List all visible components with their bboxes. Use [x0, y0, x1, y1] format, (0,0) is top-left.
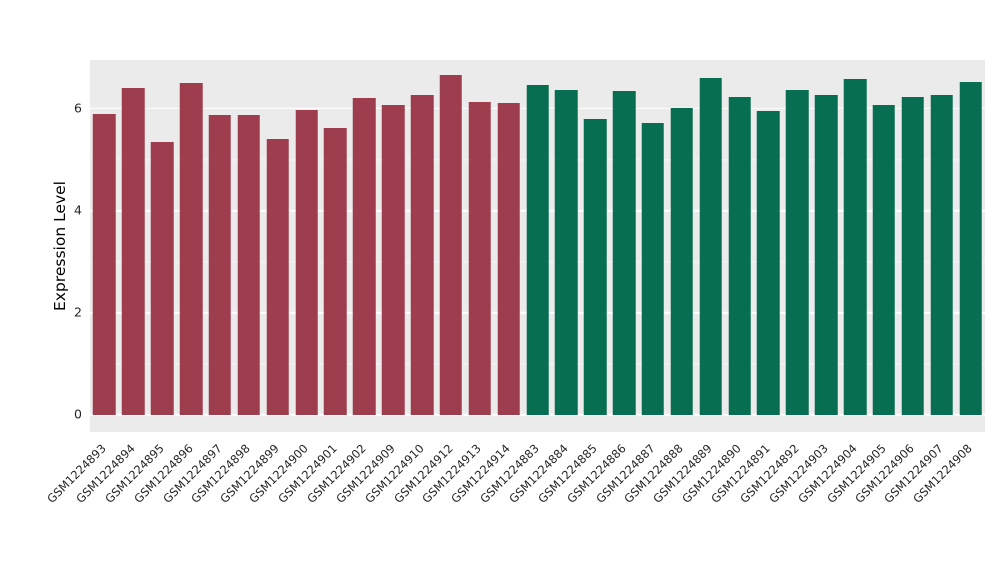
bar-GSM1224898	[237, 114, 261, 415]
y-tick-label-0: 0	[74, 406, 82, 422]
bar-GSM1224897	[208, 114, 232, 415]
bar-GSM1224913	[468, 101, 492, 415]
bar-GSM1224894	[122, 88, 145, 415]
bar-GSM1224900	[295, 109, 318, 415]
y-tick-label-2: 2	[74, 304, 82, 320]
bar-GSM1224884	[555, 89, 578, 415]
bar-GSM1224914	[497, 103, 520, 415]
bar-GSM1224887	[641, 122, 665, 415]
plot-area	[90, 60, 985, 432]
bar-GSM1224902	[353, 98, 376, 415]
bar-GSM1224883	[526, 84, 549, 415]
bar-GSM1224901	[324, 127, 347, 415]
bar-GSM1224904	[843, 79, 867, 415]
gridline-major	[90, 413, 985, 416]
bar-GSM1224890	[728, 96, 751, 415]
bar-GSM1224903	[814, 94, 838, 415]
bar-GSM1224891	[757, 111, 780, 415]
bar-GSM1224910	[410, 94, 434, 415]
bar-GSM1224895	[150, 141, 174, 415]
bar-GSM1224906	[901, 97, 925, 415]
y-tick-label-4: 4	[74, 202, 82, 218]
bar-GSM1224892	[786, 89, 809, 415]
bar-GSM1224885	[583, 118, 607, 415]
bar-GSM1224889	[699, 77, 722, 415]
y-axis-tick-labels: 0 2 4 6	[0, 60, 82, 432]
bar-GSM1224896	[179, 82, 203, 415]
bar-GSM1224908	[959, 81, 982, 415]
bar-GSM1224899	[266, 139, 289, 415]
x-axis-tick-labels: GSM1224893 GSM1224894 GSM1224895 GSM1224896…	[44, 441, 975, 506]
bar-GSM1224912	[439, 75, 463, 415]
bar-GSM1224907	[930, 94, 953, 415]
y-tick-label-6: 6	[74, 100, 82, 116]
bar-GSM1224888	[670, 108, 694, 415]
bar-GSM1224893	[93, 113, 116, 415]
bar-GSM1224886	[612, 90, 636, 415]
bar-GSM1224909	[381, 104, 405, 415]
bar-GSM1224905	[872, 104, 896, 415]
